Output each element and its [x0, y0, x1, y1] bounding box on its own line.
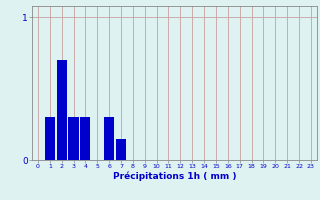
Bar [104, 117, 114, 160]
X-axis label: Précipitations 1h ( mm ): Précipitations 1h ( mm ) [113, 172, 236, 181]
Bar [80, 117, 91, 160]
Bar [68, 117, 79, 160]
Bar [57, 60, 67, 160]
Bar [116, 139, 126, 160]
Bar [45, 117, 55, 160]
